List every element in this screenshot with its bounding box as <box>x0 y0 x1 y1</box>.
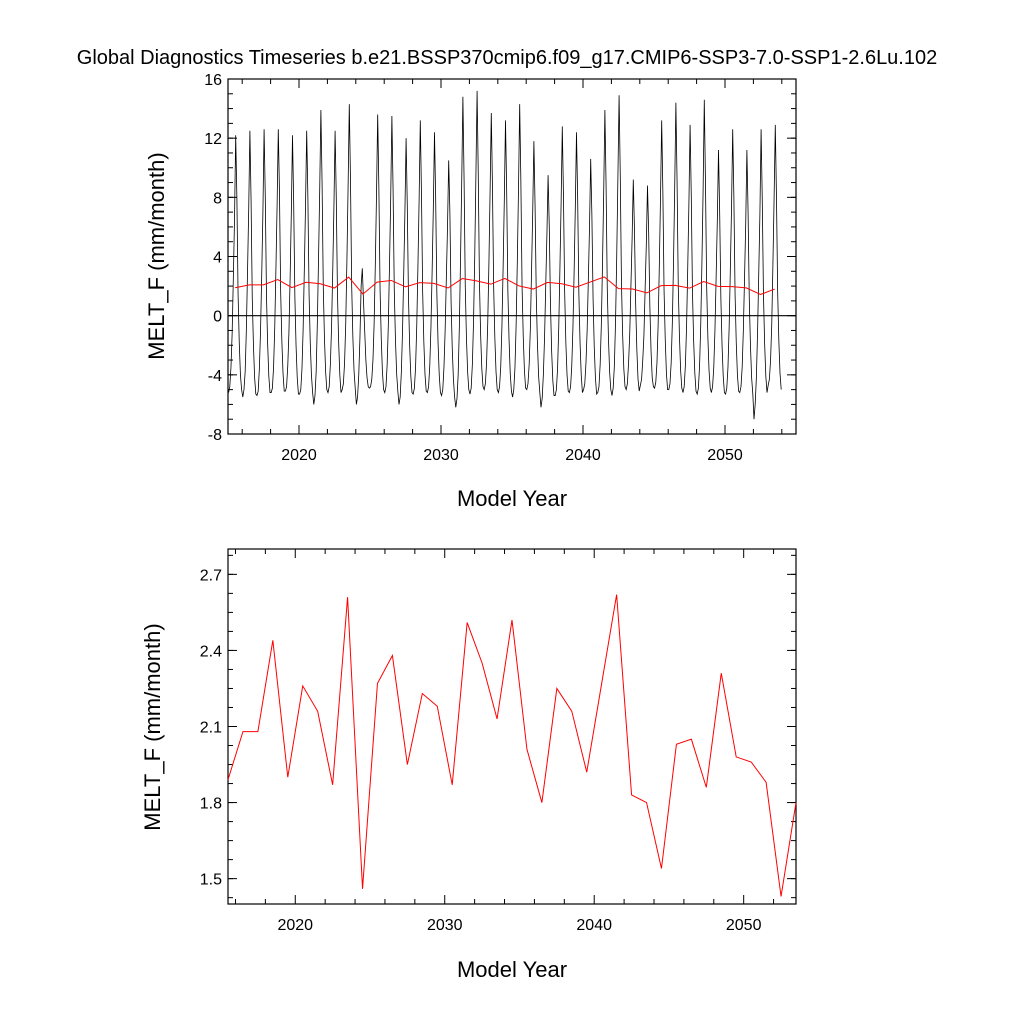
bottom-y-axis-title: MELT_F (mm/month) <box>140 623 165 830</box>
bottom-x-tick-label: 2050 <box>726 917 762 934</box>
bottom-y-tick-label: 2.1 <box>200 720 222 737</box>
bottom-y-tick-label: 1.8 <box>200 796 222 813</box>
annual-timeseries-panel: 1.5 1.8 2.1 2.4 2.7 2020 2030 2040 2050 Model Ye… <box>140 548 797 982</box>
bottom-x-tick-label: 2020 <box>277 917 313 934</box>
bottom-plot-frame <box>227 548 797 905</box>
bottom-x-tick-label: 2030 <box>427 917 463 934</box>
top-axis-ticks: -8 -4 0 4 8 12 16 2020 2030 2040 2050 <box>204 72 796 464</box>
bottom-y-tick-label: 2.7 <box>200 567 222 584</box>
bottom-y-tick-label: 2.4 <box>200 643 222 660</box>
bottom-axis-ticks: 1.5 1.8 2.1 2.4 2.7 2020 2030 2040 2050 <box>200 549 796 934</box>
top-y-axis-title: MELT_F (mm/month) <box>144 152 169 359</box>
top-y-tick-label: 16 <box>204 72 222 89</box>
top-series-group <box>228 90 796 420</box>
top-y-tick-label: 8 <box>213 190 222 207</box>
top-x-tick-label: 2040 <box>565 447 601 464</box>
monthly-timeseries-panel: -8 -4 0 4 8 12 16 2020 2030 2040 2050 Model Year M… <box>144 72 797 511</box>
top-y-tick-label: 4 <box>213 250 222 267</box>
top-monthly-series-line <box>228 90 782 420</box>
bottom-x-tick-label: 2040 <box>576 917 612 934</box>
top-x-tick-label: 2020 <box>281 447 317 464</box>
top-x-tick-label: 2050 <box>707 447 743 464</box>
bottom-annual-mean-line <box>227 594 797 897</box>
top-annual-mean-line <box>235 276 775 296</box>
bottom-series-group <box>227 594 797 897</box>
bottom-x-axis-title: Model Year <box>457 957 567 982</box>
top-y-tick-label: -4 <box>208 368 222 385</box>
main-title: Global Diagnostics Timeseries b.e21.BSSP… <box>77 47 937 69</box>
top-y-tick-label: -8 <box>208 427 222 444</box>
bottom-y-tick-label: 1.5 <box>200 872 222 889</box>
top-plot-frame <box>227 78 797 435</box>
top-y-tick-label: 12 <box>204 131 222 148</box>
top-x-tick-label: 2030 <box>423 447 459 464</box>
top-x-axis-title: Model Year <box>457 486 567 511</box>
top-y-tick-label: 0 <box>213 309 222 326</box>
